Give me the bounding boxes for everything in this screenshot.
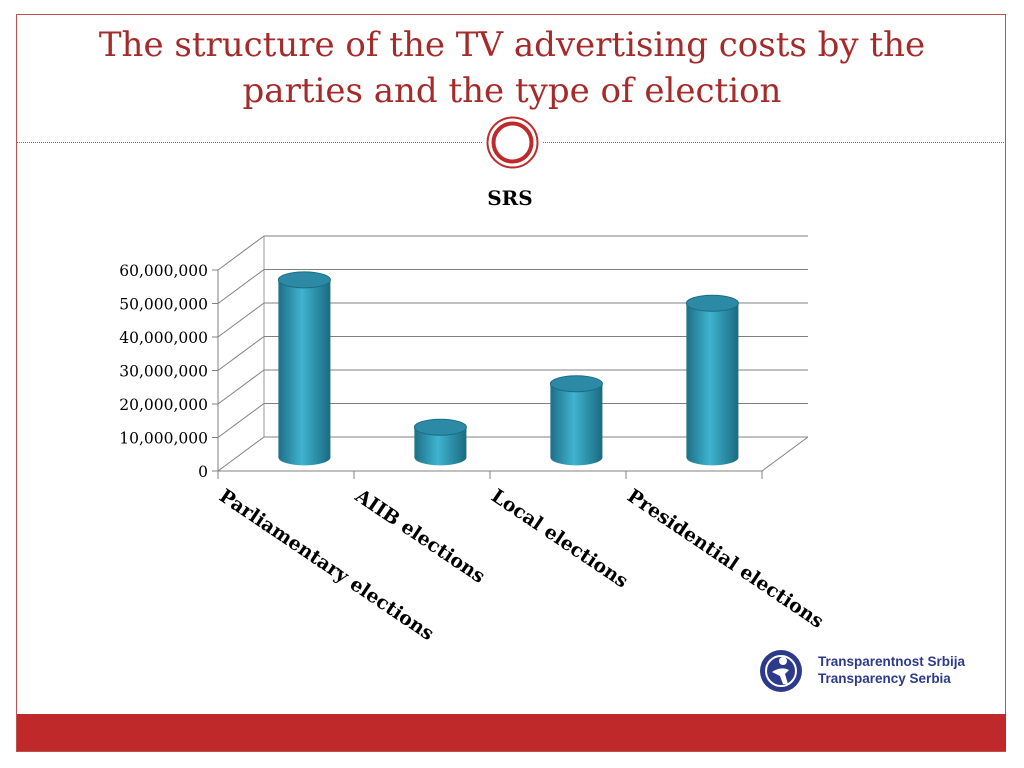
bar-body bbox=[414, 427, 467, 466]
x-category-label: AIIB elections bbox=[350, 484, 489, 587]
gridline-side bbox=[217, 269, 265, 304]
slide-title: The structure of the TV advertising cost… bbox=[17, 22, 1007, 114]
transparency-serbia-logo-icon bbox=[760, 650, 802, 692]
bar bbox=[413, 418, 467, 466]
gridline-side bbox=[217, 369, 265, 405]
chart-bars bbox=[277, 271, 739, 466]
bar-top bbox=[277, 271, 331, 289]
x-category-label: Local elections bbox=[487, 485, 632, 593]
title-divider-right bbox=[543, 142, 1006, 143]
x-category-label: Presidential elections bbox=[623, 485, 827, 633]
gridline-side bbox=[217, 436, 265, 472]
chart-axes bbox=[212, 269, 763, 479]
logo-line1: Transparentnost Srbija bbox=[818, 654, 966, 669]
gridline-side bbox=[217, 336, 265, 371]
bar-body bbox=[278, 279, 331, 466]
title-divider-left bbox=[17, 142, 482, 143]
y-tick-label: 20,000,000 bbox=[119, 396, 208, 414]
bar-body bbox=[686, 303, 739, 466]
slide-title-line2: parties and the type of election bbox=[242, 71, 782, 111]
x-category-label: Parliamentary elections bbox=[215, 485, 438, 645]
logo-text: Transparentnost Srbija Transparency Serb… bbox=[818, 653, 965, 687]
circle-ornament-icon bbox=[486, 116, 539, 169]
bar-top bbox=[549, 375, 603, 393]
bar-top bbox=[685, 294, 739, 312]
chart-title: SRS bbox=[487, 186, 533, 210]
y-tick-label: 40,000,000 bbox=[119, 329, 208, 347]
y-tick-label: 0 bbox=[198, 463, 208, 481]
gridline-side bbox=[217, 302, 265, 338]
logo-line2: Transparency Serbia bbox=[818, 671, 951, 686]
y-axis-ticks: 0 10,000,000 20,000,000 30,000,000 40,000,00… bbox=[119, 262, 208, 481]
bar bbox=[685, 294, 739, 466]
gridline-side bbox=[217, 235, 265, 271]
y-tick-label: 50,000,000 bbox=[119, 296, 208, 314]
bar-top bbox=[413, 418, 467, 436]
bar bbox=[277, 271, 331, 466]
y-tick-label: 10,000,000 bbox=[119, 430, 208, 448]
bottom-bar bbox=[17, 714, 1006, 751]
floor-right-edge bbox=[761, 436, 809, 472]
gridline-side bbox=[217, 403, 265, 438]
slide-title-line1: The structure of the TV advertising cost… bbox=[98, 25, 926, 65]
bar bbox=[549, 375, 603, 466]
y-tick-label: 30,000,000 bbox=[119, 363, 208, 381]
bar-body bbox=[550, 383, 603, 466]
y-tick-label: 60,000,000 bbox=[119, 262, 208, 280]
